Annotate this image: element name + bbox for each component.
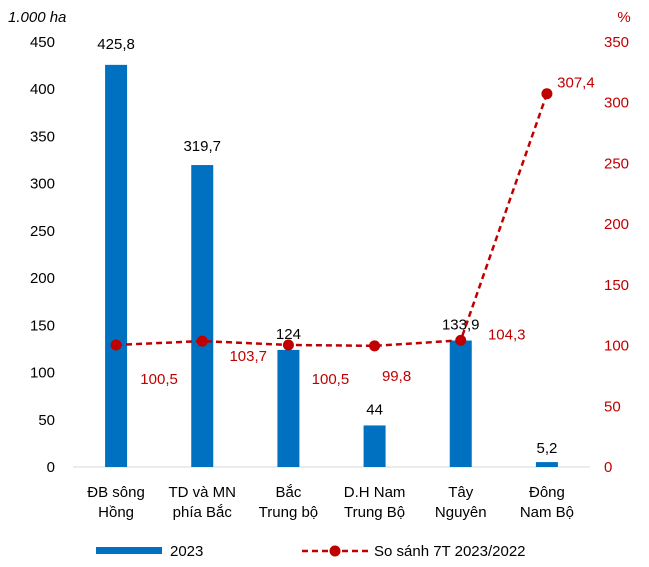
category-label: D.H Nam [344, 484, 406, 501]
bar-data-label: 319,7 [183, 138, 221, 155]
left-tick-label: 150 [30, 317, 55, 334]
bar [363, 425, 386, 467]
bar-series [105, 64, 558, 468]
right-tick-label: 350 [604, 34, 629, 51]
bar-data-label: 133,9 [442, 317, 480, 334]
left-tick-label: 350 [30, 128, 55, 145]
category-label: phía Bắc [173, 504, 233, 521]
category-label: Tây [448, 484, 474, 501]
right-tick-label: 150 [604, 277, 629, 294]
category-labels: ĐB sông Hồng TD và MN phía Bắc Bắc Trung bộ D.… [87, 484, 574, 521]
right-tick-label: 250 [604, 155, 629, 172]
line-series [110, 88, 553, 352]
category-label: Đông [529, 484, 565, 501]
legend-bar-label: 2023 [170, 543, 203, 560]
right-tick-label: 200 [604, 216, 629, 233]
line-point [110, 339, 122, 351]
right-tick-label: 300 [604, 95, 629, 112]
right-tick-label: 50 [604, 398, 621, 415]
left-tick-label: 450 [30, 34, 55, 51]
line-data-label: 104,3 [488, 326, 526, 343]
category-label: Bắc [275, 484, 301, 501]
line-point [369, 340, 381, 352]
right-tick-label: 100 [604, 338, 629, 355]
line-labels: 100,5 103,7 100,5 99,8 104,3 307,4 [140, 75, 594, 388]
category-label: TD và MN [169, 484, 237, 501]
category-label: ĐB sông [87, 484, 145, 501]
bar [449, 340, 472, 467]
line-point [455, 334, 467, 346]
category-label: Nguyên [435, 504, 487, 521]
legend: 2023 So sánh 7T 2023/2022 [96, 543, 526, 560]
line-data-label: 99,8 [382, 368, 411, 385]
bar-data-label: 425,8 [97, 36, 135, 53]
line-point [196, 335, 208, 347]
category-label: Nam Bộ [520, 504, 574, 521]
bar-labels: 425,8 319,7 124 44 133,9 5,2 [97, 36, 557, 457]
legend-bar-swatch [96, 547, 162, 554]
line-data-label: 100,5 [140, 371, 178, 388]
bar [277, 349, 300, 467]
line-data-label: 100,5 [312, 371, 350, 388]
legend-line-marker [329, 545, 341, 557]
left-axis-unit: 1.000 ha [8, 9, 66, 26]
left-tick-label: 400 [30, 81, 55, 98]
left-tick-label: 0 [47, 459, 55, 476]
legend-line-label: So sánh 7T 2023/2022 [374, 543, 526, 560]
line-data-label: 103,7 [229, 348, 267, 365]
bar-data-label: 5,2 [536, 440, 557, 457]
left-tick-label: 250 [30, 223, 55, 240]
series-line [116, 93, 549, 348]
left-tick-label: 300 [30, 176, 55, 193]
right-axis: 0 50 100 150 200 250 300 350 [604, 34, 629, 476]
right-axis-unit: % [617, 9, 630, 26]
left-tick-label: 100 [30, 365, 55, 382]
left-tick-label: 200 [30, 270, 55, 287]
category-label: Trung bộ [259, 504, 318, 521]
left-axis: 0 50 100 150 200 250 300 350 400 450 [30, 34, 55, 476]
bar [535, 462, 558, 467]
left-tick-label: 50 [38, 412, 55, 429]
bar [105, 64, 128, 467]
category-label: Hồng [98, 504, 134, 521]
line-data-label: 307,4 [557, 75, 595, 92]
bar [191, 165, 214, 468]
line-point [282, 339, 294, 351]
category-label: Trung Bộ [344, 504, 405, 521]
bar-data-label: 44 [366, 401, 383, 418]
bar-data-label: 124 [276, 326, 301, 343]
right-tick-label: 0 [604, 459, 612, 476]
line-point [541, 88, 553, 100]
